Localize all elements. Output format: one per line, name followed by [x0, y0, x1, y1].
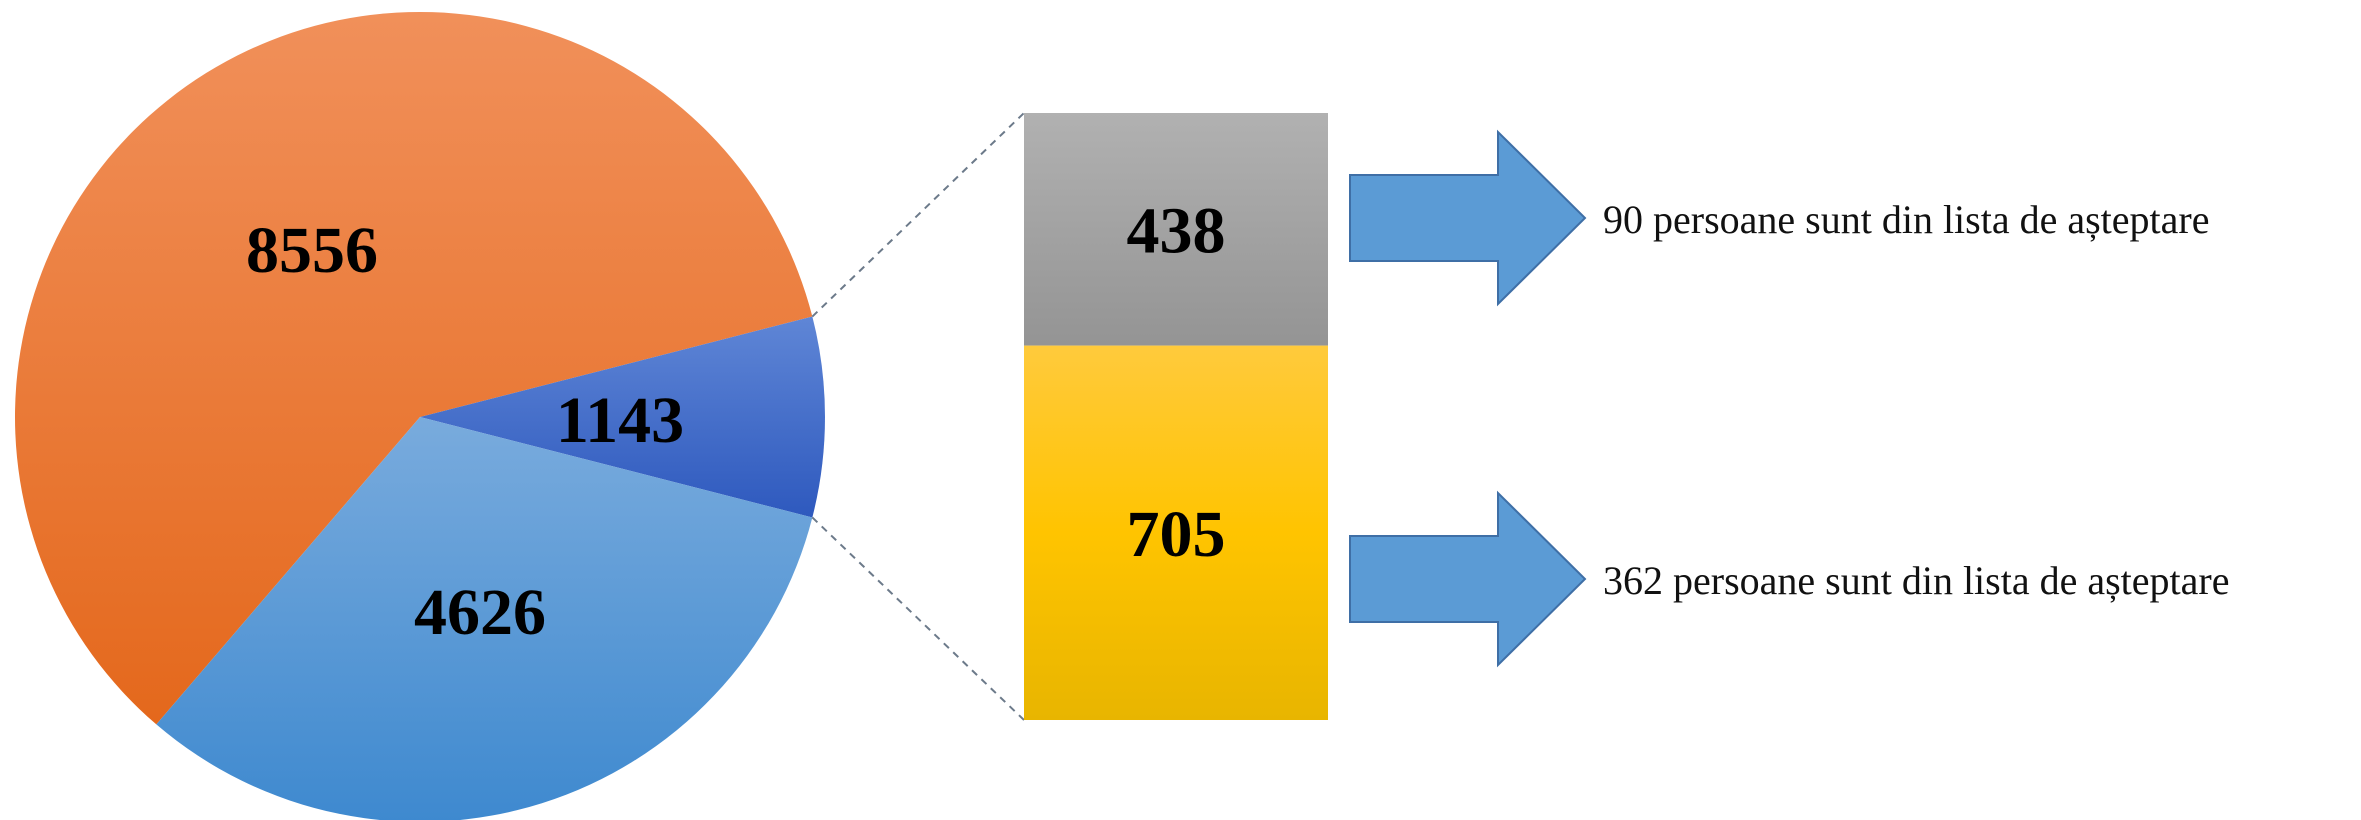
pie-label-4626: 4626 [414, 576, 546, 649]
pie-label-8556: 8556 [246, 214, 378, 287]
pie-slice-4626 [156, 417, 813, 820]
pie-slice-1143 [420, 316, 825, 518]
pie-slice-8556 [14, 11, 813, 725]
breakdown-bar: 438 705 [1024, 113, 1328, 720]
connector-lines [811, 112, 1025, 721]
bar-label-438: 438 [1127, 194, 1226, 267]
bar-segment-705 [1024, 345, 1328, 720]
pie-label-1143: 1143 [556, 384, 684, 457]
connector-line-bottom [811, 516, 1025, 721]
bar-label-705: 705 [1127, 498, 1226, 571]
annotation-text-438: 90 persoane sunt din lista de așteptare [1603, 197, 2209, 242]
annotation-text-705: 362 persoane sunt din lista de așteptare [1603, 558, 2229, 603]
bar-segment-438 [1024, 113, 1328, 346]
annotations: 90 persoane sunt din lista de așteptare … [1349, 129, 2229, 668]
right-arrow-icon [1349, 129, 1587, 307]
pie: 8556 1143 4626 [14, 11, 825, 820]
connector-line-top [811, 112, 1025, 318]
right-arrow-icon [1349, 490, 1587, 668]
